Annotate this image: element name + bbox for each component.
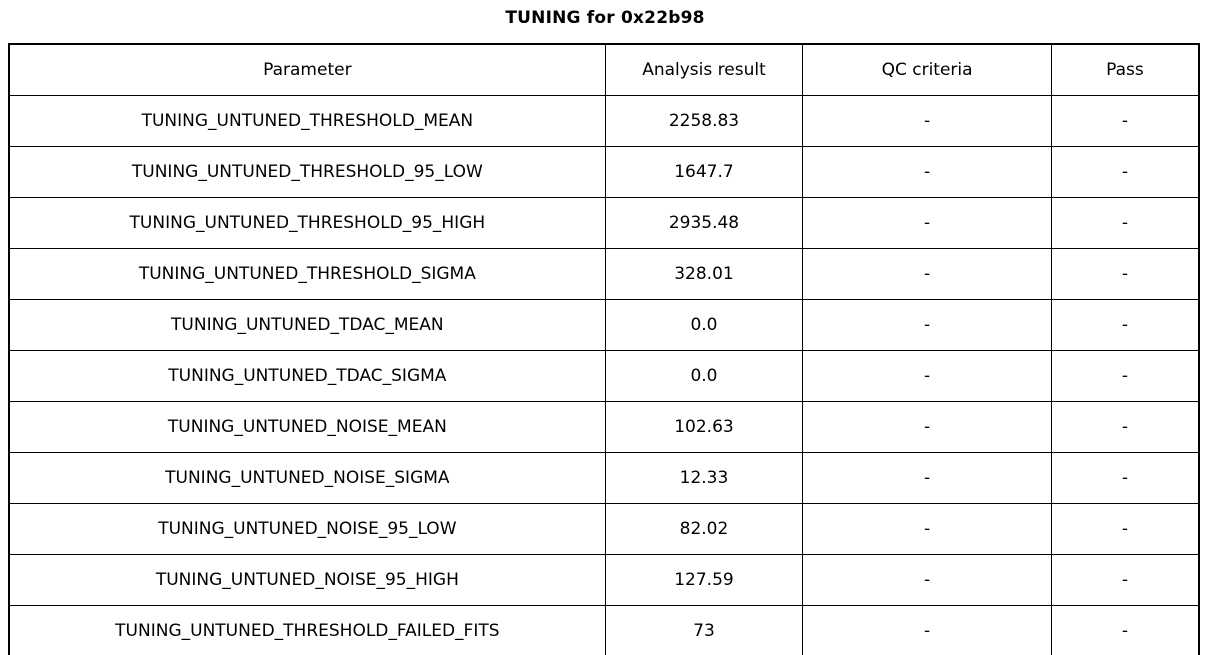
- cell-analysis-result: 2935.48: [604, 197, 804, 249]
- table-row: TUNING_UNTUNED_THRESHOLD_95_HIGH 2935.48…: [8, 197, 1200, 249]
- cell-analysis-result: 328.01: [604, 248, 804, 300]
- cell-pass: -: [1050, 197, 1200, 249]
- cell-parameter: TUNING_UNTUNED_THRESHOLD_MEAN: [8, 95, 606, 147]
- cell-pass: -: [1050, 146, 1200, 198]
- table-header-row: Parameter Analysis result QC criteria Pa…: [8, 43, 1200, 96]
- cell-analysis-result: 82.02: [604, 503, 804, 555]
- cell-qc-criteria: -: [802, 248, 1052, 300]
- page-title: TUNING for 0x22b98: [505, 8, 705, 28]
- cell-qc-criteria: -: [802, 146, 1052, 198]
- cell-pass: -: [1050, 554, 1200, 606]
- cell-parameter: TUNING_UNTUNED_NOISE_MEAN: [8, 401, 606, 453]
- cell-analysis-result: 102.63: [604, 401, 804, 453]
- table-row: TUNING_UNTUNED_THRESHOLD_SIGMA 328.01 - …: [8, 248, 1200, 300]
- cell-parameter: TUNING_UNTUNED_THRESHOLD_95_LOW: [8, 146, 606, 198]
- cell-pass: -: [1050, 401, 1200, 453]
- cell-parameter: TUNING_UNTUNED_TDAC_MEAN: [8, 299, 606, 351]
- cell-parameter: TUNING_UNTUNED_NOISE_95_LOW: [8, 503, 606, 555]
- cell-pass: -: [1050, 452, 1200, 504]
- cell-analysis-result: 127.59: [604, 554, 804, 606]
- cell-qc-criteria: -: [802, 197, 1052, 249]
- cell-qc-criteria: -: [802, 503, 1052, 555]
- cell-pass: -: [1050, 299, 1200, 351]
- cell-analysis-result: 73: [604, 605, 804, 655]
- cell-analysis-result: 12.33: [604, 452, 804, 504]
- cell-qc-criteria: -: [802, 452, 1052, 504]
- cell-parameter: TUNING_UNTUNED_THRESHOLD_SIGMA: [8, 248, 606, 300]
- column-header-analysis-result: Analysis result: [604, 43, 804, 96]
- table-row: TUNING_UNTUNED_THRESHOLD_MEAN 2258.83 - …: [8, 95, 1200, 147]
- cell-pass: -: [1050, 350, 1200, 402]
- cell-analysis-result: 0.0: [604, 299, 804, 351]
- cell-qc-criteria: -: [802, 605, 1052, 655]
- column-header-pass: Pass: [1050, 43, 1200, 96]
- cell-qc-criteria: -: [802, 95, 1052, 147]
- cell-pass: -: [1050, 248, 1200, 300]
- cell-analysis-result: 2258.83: [604, 95, 804, 147]
- cell-qc-criteria: -: [802, 299, 1052, 351]
- tuning-results-table: Parameter Analysis result QC criteria Pa…: [8, 43, 1200, 655]
- table-row: TUNING_UNTUNED_TDAC_SIGMA 0.0 - -: [8, 350, 1200, 402]
- cell-parameter: TUNING_UNTUNED_THRESHOLD_FAILED_FITS: [8, 605, 606, 655]
- table-row: TUNING_UNTUNED_THRESHOLD_95_LOW 1647.7 -…: [8, 146, 1200, 198]
- cell-pass: -: [1050, 605, 1200, 655]
- cell-qc-criteria: -: [802, 350, 1052, 402]
- cell-parameter: TUNING_UNTUNED_TDAC_SIGMA: [8, 350, 606, 402]
- cell-analysis-result: 0.0: [604, 350, 804, 402]
- cell-qc-criteria: -: [802, 554, 1052, 606]
- table-row: TUNING_UNTUNED_TDAC_MEAN 0.0 - -: [8, 299, 1200, 351]
- table-row: TUNING_UNTUNED_NOISE_95_HIGH 127.59 - -: [8, 554, 1200, 606]
- cell-qc-criteria: -: [802, 401, 1052, 453]
- cell-parameter: TUNING_UNTUNED_NOISE_95_HIGH: [8, 554, 606, 606]
- cell-parameter: TUNING_UNTUNED_THRESHOLD_95_HIGH: [8, 197, 606, 249]
- table-row: TUNING_UNTUNED_NOISE_95_LOW 82.02 - -: [8, 503, 1200, 555]
- cell-pass: -: [1050, 95, 1200, 147]
- cell-analysis-result: 1647.7: [604, 146, 804, 198]
- column-header-parameter: Parameter: [8, 43, 606, 96]
- table-row: TUNING_UNTUNED_NOISE_MEAN 102.63 - -: [8, 401, 1200, 453]
- cell-pass: -: [1050, 503, 1200, 555]
- table-row: TUNING_UNTUNED_NOISE_SIGMA 12.33 - -: [8, 452, 1200, 504]
- cell-parameter: TUNING_UNTUNED_NOISE_SIGMA: [8, 452, 606, 504]
- table-row: TUNING_UNTUNED_THRESHOLD_FAILED_FITS 73 …: [8, 605, 1200, 655]
- column-header-qc-criteria: QC criteria: [802, 43, 1052, 96]
